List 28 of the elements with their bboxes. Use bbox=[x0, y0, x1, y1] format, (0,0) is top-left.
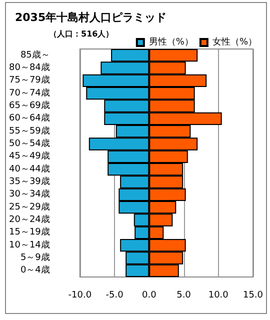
y-tick-label: 45～49歳 bbox=[9, 150, 50, 162]
x-tick-label: -10.0 bbox=[68, 290, 92, 300]
y-tick-label: 40～44歳 bbox=[9, 163, 50, 174]
y-tick-label: 5～9歳 bbox=[20, 252, 50, 263]
y-tick-label: 75～79歳 bbox=[9, 74, 50, 86]
legend-label: 女性（%） bbox=[212, 36, 258, 48]
y-tick-label: 50～54歳 bbox=[9, 138, 50, 149]
legend-label: 男性（%） bbox=[148, 36, 194, 48]
x-tick-label: 5.0 bbox=[176, 290, 192, 300]
y-tick-label: 35～39歳 bbox=[9, 176, 50, 187]
x-tick-label: 15.0 bbox=[242, 290, 264, 300]
y-tick-label: 65～69歳 bbox=[9, 100, 50, 111]
y-tick-label: 0～4歳 bbox=[20, 264, 50, 276]
y-tick-label: 80～84歳 bbox=[9, 62, 50, 73]
y-tick-label: 10～14歳 bbox=[9, 239, 50, 250]
y-tick-label: 60～64歳 bbox=[9, 112, 50, 124]
chart-title: 2035年十島村人口ピラミッド bbox=[15, 11, 167, 24]
x-tick-label: 0.0 bbox=[142, 290, 157, 300]
x-tick-label: -5.0 bbox=[106, 290, 124, 300]
y-tick-label: 20～24歳 bbox=[9, 214, 50, 225]
y-tick-label: 70～74歳 bbox=[9, 87, 50, 98]
y-tick-label: 15～19歳 bbox=[9, 226, 50, 238]
y-tick-label: 25～29歳 bbox=[9, 201, 50, 212]
y-tick-label: 85歳～ bbox=[20, 49, 50, 60]
chart-subtitle: （人口：516人） bbox=[49, 30, 114, 38]
y-tick-label: 30～34歳 bbox=[9, 188, 50, 200]
x-tick-label: 10.0 bbox=[208, 290, 229, 300]
y-tick-label: 55～59歳 bbox=[9, 125, 50, 136]
